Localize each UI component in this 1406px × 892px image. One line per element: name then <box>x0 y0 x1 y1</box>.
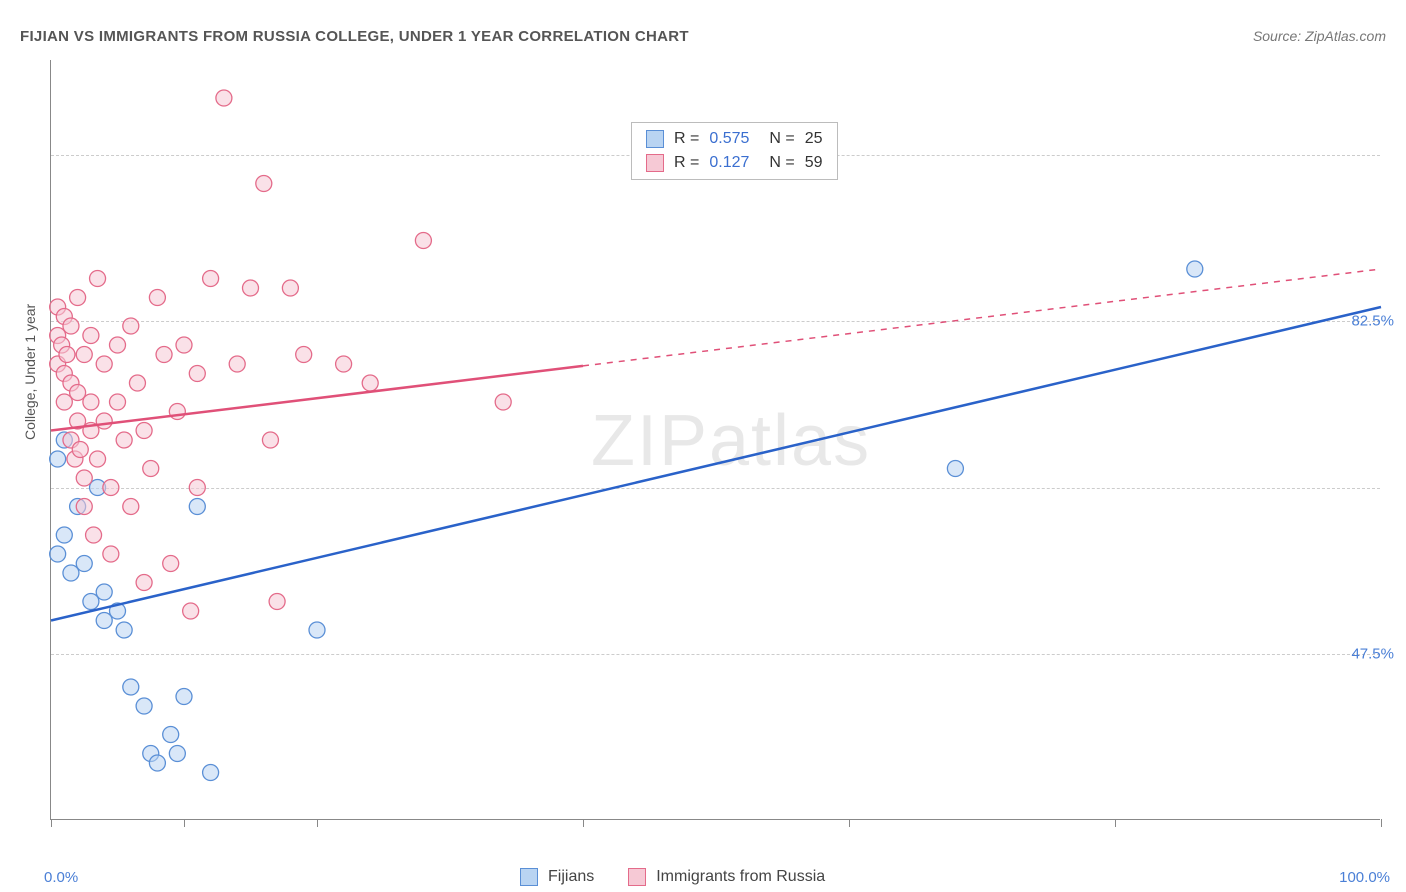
r-value: 0.127 <box>709 154 749 172</box>
x-tick <box>1115 819 1116 827</box>
legend-swatch <box>646 130 664 148</box>
plot-area: ZIPatlas R =0.575N =25R =0.127N =59 <box>50 60 1380 820</box>
chart-title: FIJIAN VS IMMIGRANTS FROM RUSSIA COLLEGE… <box>20 28 689 45</box>
legend-row: R = 0.575 N = 25 <box>646 127 823 151</box>
r-label: R = <box>674 130 699 148</box>
correlation-legend: R = 0.575 N = 25 R = 0.127 N = 59 <box>631 122 838 180</box>
trend-line-solid <box>51 307 1381 621</box>
n-label: N = <box>769 154 794 172</box>
x-tick <box>849 819 850 827</box>
legend-swatch <box>520 868 538 886</box>
legend-row: R = 0.127 N = 59 <box>646 151 823 175</box>
n-label: N = <box>769 130 794 148</box>
x-tick <box>51 819 52 827</box>
x-tick <box>317 819 318 827</box>
legend-swatch <box>628 868 646 886</box>
r-value: 0.575 <box>709 130 749 148</box>
x-tick <box>184 819 185 827</box>
x-tick <box>583 819 584 827</box>
legend-series-label: Fijians <box>548 868 594 886</box>
x-tick <box>1381 819 1382 827</box>
y-tick-label: 82.5% <box>1351 313 1394 330</box>
n-value: 25 <box>805 130 823 148</box>
series-legend: Fijians Immigrants from Russia <box>520 868 849 886</box>
n-value: 59 <box>805 154 823 172</box>
x-tick-label: 100.0% <box>1339 869 1390 886</box>
trend-line-dashed <box>583 269 1381 366</box>
trend-line-solid <box>51 366 583 431</box>
legend-series-label: Immigrants from Russia <box>656 868 825 886</box>
legend-swatch <box>646 154 664 172</box>
x-tick-label: 0.0% <box>44 869 78 886</box>
y-tick-label: 47.5% <box>1351 645 1394 662</box>
source-label: Source: ZipAtlas.com <box>1253 28 1386 44</box>
y-axis-label: College, Under 1 year <box>22 304 38 440</box>
r-label: R = <box>674 154 699 172</box>
